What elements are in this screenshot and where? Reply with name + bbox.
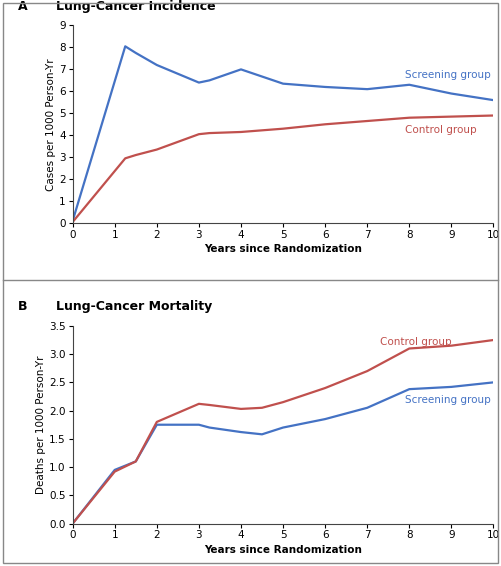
X-axis label: Years since Randomization: Years since Randomization xyxy=(204,544,362,555)
X-axis label: Years since Randomization: Years since Randomization xyxy=(204,245,362,254)
Y-axis label: Cases per 1000 Person-Yr: Cases per 1000 Person-Yr xyxy=(46,58,56,191)
Text: Screening group: Screening group xyxy=(405,396,491,405)
Text: Control group: Control group xyxy=(380,337,451,347)
Text: Control group: Control group xyxy=(405,125,477,135)
Y-axis label: Deaths per 1000 Person-Yr: Deaths per 1000 Person-Yr xyxy=(36,355,46,494)
Text: Lung-Cancer Incidence: Lung-Cancer Incidence xyxy=(56,0,215,13)
Text: Lung-Cancer Mortality: Lung-Cancer Mortality xyxy=(56,300,212,313)
Text: B: B xyxy=(18,300,28,313)
Text: Screening group: Screening group xyxy=(405,70,491,80)
Text: A: A xyxy=(18,0,28,13)
